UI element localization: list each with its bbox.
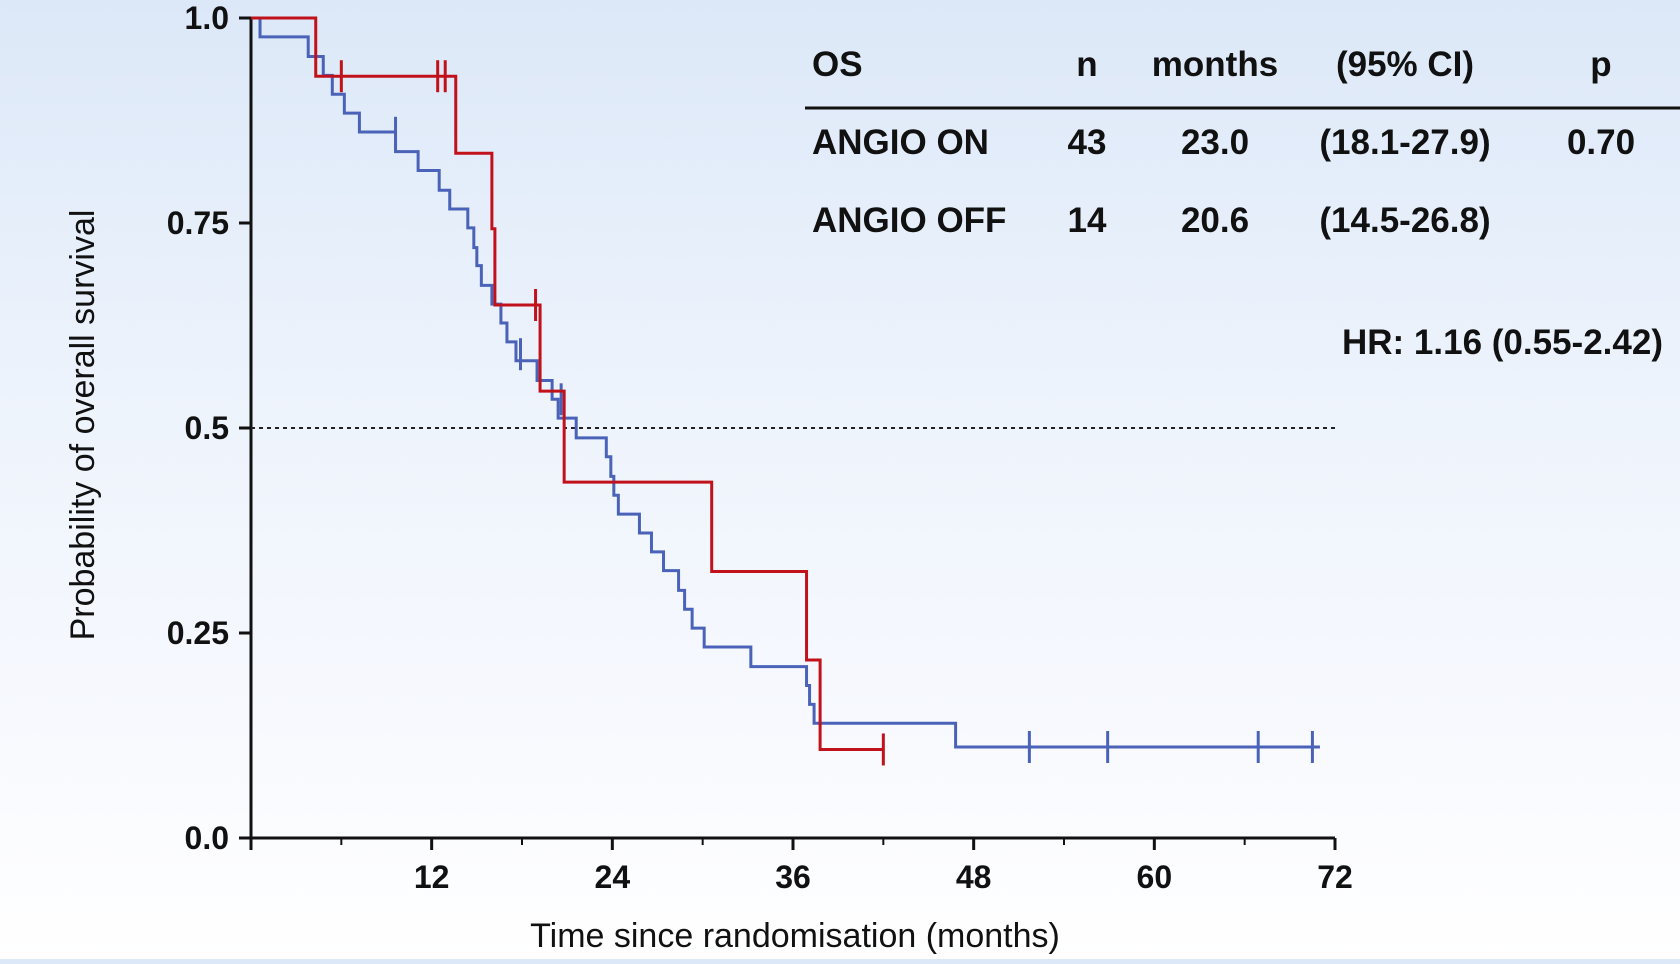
y-tick-label: 0.5 (185, 410, 229, 446)
table-row-angio-off-label: ANGIO OFF (812, 201, 1006, 240)
survival-curve-angio-on (251, 16, 1320, 749)
table-row-angio-off-ci: (14.5-26.8) (1319, 201, 1490, 240)
series-layer (251, 16, 1320, 766)
table-row-angio-on-months: 23.0 (1181, 123, 1249, 162)
table-row-angio-on-p: 0.70 (1567, 123, 1635, 162)
x-axis-title: Time since randomisation (months) (530, 917, 1060, 955)
table-row-angio-on-label: ANGIO ON (812, 123, 989, 162)
table-row-angio-off-n: 14 (1068, 201, 1107, 240)
series-angio-off (251, 16, 885, 766)
y-tick-label: 0.75 (167, 205, 229, 241)
y-axis-title: Probability of overall survival (64, 210, 102, 641)
axes: 0.0 0.25 0.5 0.75 1.0 12 24 36 48 60 72 (167, 0, 1353, 895)
x-tick-label: 24 (595, 859, 631, 895)
x-tick-label: 36 (775, 859, 811, 895)
table-header-ci: (95% CI) (1336, 45, 1474, 84)
x-tick-label: 12 (414, 859, 450, 895)
y-tick-label: 1.0 (185, 0, 229, 36)
table-row-angio-on-ci: (18.1-27.9) (1319, 123, 1490, 162)
table-header-os: OS (812, 45, 863, 84)
x-tick-label: 48 (956, 859, 992, 895)
x-tick-label: 60 (1137, 859, 1173, 895)
y-tick-label: 0.25 (167, 615, 229, 651)
table-header-n: n (1076, 45, 1097, 84)
x-tick-label: 72 (1317, 859, 1353, 895)
y-tick-label: 0.0 (185, 820, 229, 856)
series-angio-on (251, 16, 1320, 763)
table-header-months: months (1152, 45, 1278, 84)
summary-table: OS n months (95% CI) p ANGIO ON 43 23.0 … (805, 45, 1680, 362)
table-header-p: p (1590, 45, 1611, 84)
table-row-angio-off-months: 20.6 (1181, 201, 1249, 240)
survival-curve-angio-off (251, 16, 884, 751)
hazard-ratio: HR: 1.16 (0.55-2.42) (1342, 323, 1663, 362)
table-row-angio-on-n: 43 (1068, 123, 1107, 162)
